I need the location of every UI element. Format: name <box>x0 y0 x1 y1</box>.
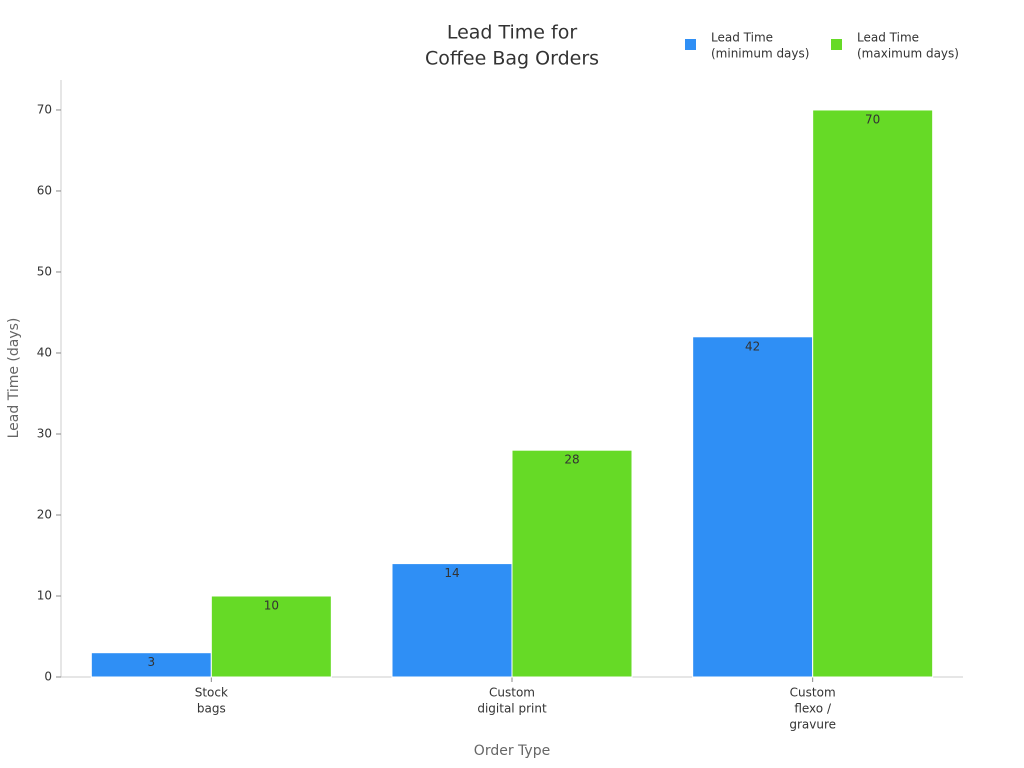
y-tick-label: 60 <box>37 183 52 197</box>
legend-swatch <box>685 39 696 50</box>
chart-title: Coffee Bag Orders <box>425 48 599 70</box>
x-tick-label: flexo / <box>794 702 832 716</box>
y-axis-label: Lead Time (days) <box>6 318 22 439</box>
x-tick-label: Custom <box>790 686 836 700</box>
legend-label: Lead Time <box>711 31 773 45</box>
value-label: 28 <box>564 453 579 467</box>
x-tick-label: gravure <box>789 718 836 732</box>
x-tick-label: Stock <box>195 686 228 700</box>
y-tick-label: 10 <box>37 588 52 602</box>
x-tick-label: Custom <box>489 686 535 700</box>
bar <box>210 595 332 678</box>
bar <box>511 449 633 678</box>
y-tick-label: 70 <box>37 102 52 116</box>
legend-label: Lead Time <box>857 31 919 45</box>
legend-swatch <box>831 39 842 50</box>
y-tick-label: 30 <box>37 426 52 440</box>
y-tick-label: 0 <box>44 670 52 684</box>
x-axis-label: Order Type <box>474 743 550 759</box>
bar <box>812 109 934 678</box>
bar <box>692 336 814 678</box>
value-label: 42 <box>745 339 760 353</box>
x-tick-label: digital print <box>477 702 547 716</box>
bar <box>391 563 513 678</box>
legend-label: (maximum days) <box>857 47 959 61</box>
y-tick-label: 50 <box>37 264 52 278</box>
y-tick-label: 40 <box>37 345 52 359</box>
value-label: 14 <box>444 566 459 580</box>
value-label: 70 <box>865 112 880 126</box>
x-tick-label: bags <box>197 702 226 716</box>
bar <box>90 652 212 678</box>
value-label: 10 <box>264 598 279 612</box>
y-tick-label: 20 <box>37 507 52 521</box>
legend-label: (minimum days) <box>711 47 809 61</box>
chart-title: Lead Time for <box>447 22 578 44</box>
value-label: 3 <box>148 655 156 669</box>
